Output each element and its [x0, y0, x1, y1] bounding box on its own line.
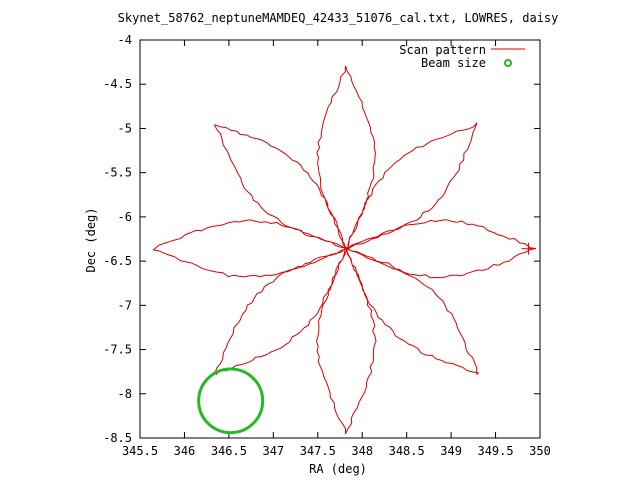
series-layer	[152, 66, 537, 435]
legend: Scan pattern Beam size	[399, 43, 525, 70]
y-tick-label: -4	[118, 33, 132, 47]
y-tick-label: -8.5	[103, 431, 132, 445]
y-tick-label: -6.5	[103, 254, 132, 268]
legend-swatch-beam-size	[504, 59, 512, 67]
x-tick-label: 349.5	[477, 444, 513, 458]
x-tick-label: 348	[351, 444, 373, 458]
y-tick-label: -7.5	[103, 343, 132, 357]
y-axis-label: Dec (deg)	[84, 207, 98, 272]
legend-label-beam-size: Beam size	[421, 56, 486, 70]
y-tick-label: -8	[118, 387, 132, 401]
y-tick-label: -6	[118, 210, 132, 224]
y-tick-label: -4.5	[103, 77, 132, 91]
chart-title: Skynet_58762_neptuneMAMDEQ_42433_51076_c…	[118, 11, 559, 25]
x-tick-label: 347.5	[300, 444, 336, 458]
legend-label-scan-pattern: Scan pattern	[399, 43, 486, 57]
y-tick-label: -5.5	[103, 166, 132, 180]
x-tick-label: 347	[262, 444, 284, 458]
beam-size-circle	[197, 367, 265, 435]
y-tick-label: -7	[118, 298, 132, 312]
x-tick-label: 350	[529, 444, 551, 458]
x-tick-label: 349	[440, 444, 462, 458]
y-axis: -4 -4.5 -5 -5.5 -6 -6.5 -7 -7.5 -8 -8.5	[103, 33, 540, 445]
x-tick-label: 346	[174, 444, 196, 458]
x-tick-label: 345.5	[122, 444, 158, 458]
scan-pattern-line	[152, 66, 537, 435]
x-tick-label: 348.5	[389, 444, 425, 458]
plot-frame	[139, 39, 541, 439]
x-tick-label: 346.5	[211, 444, 247, 458]
y-tick-label: -5	[118, 121, 132, 135]
x-axis-label: RA (deg)	[309, 462, 367, 476]
x-axis: 345.5 346 346.5 347 347.5 348 348.5 349 349.5 350	[122, 40, 551, 458]
